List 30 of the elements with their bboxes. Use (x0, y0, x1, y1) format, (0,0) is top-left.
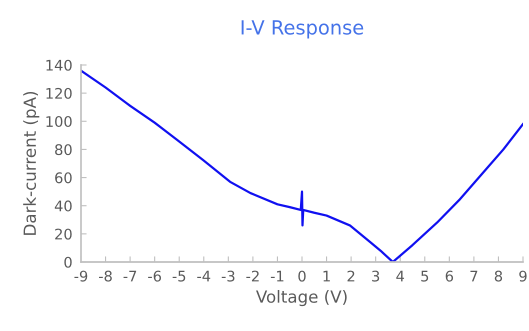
x-tick-label: -8 (99, 270, 112, 282)
x-axis-title: Voltage (V) (256, 290, 347, 306)
y-tick-label: 0 (64, 256, 72, 268)
x-tick-label: 8 (494, 270, 502, 282)
x-tick-label: -2 (246, 270, 259, 282)
y-tick-label: 120 (46, 88, 72, 99)
x-tick-label: 7 (470, 270, 478, 282)
y-tick-label: 80 (55, 144, 72, 156)
x-tick-label: -9 (74, 270, 88, 282)
x-tick-label: 5 (421, 270, 428, 282)
x-tick-label: -4 (197, 270, 210, 282)
x-tick-label: 9 (519, 270, 527, 282)
y-axis-title: Dark-current (pA) (23, 92, 40, 235)
x-tick-label: -5 (172, 270, 186, 282)
x-tick-label: 1 (324, 270, 330, 282)
chart-title: I-V Response (242, 20, 364, 38)
y-tick-label: 40 (54, 200, 72, 212)
y-tick-label: 100 (46, 116, 72, 128)
x-tick-label: -3 (222, 270, 234, 282)
x-tick-label: -7 (124, 270, 136, 282)
x-tick-label: 0 (298, 270, 306, 282)
x-tick-label: -1 (270, 270, 284, 282)
y-tick-label: 140 (46, 60, 72, 71)
x-tick-label: 2 (348, 270, 354, 282)
y-tick-label: 60 (55, 172, 72, 184)
x-tick-label: -6 (148, 270, 162, 282)
x-tick-label: 4 (396, 270, 404, 282)
x-tick-label: 3 (372, 270, 380, 282)
y-tick-label: 20 (55, 228, 72, 240)
x-tick-label: 6 (446, 270, 454, 282)
